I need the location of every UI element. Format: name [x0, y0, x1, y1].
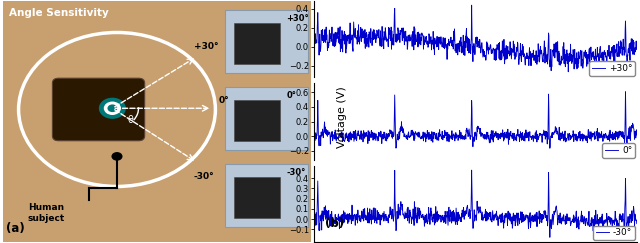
FancyBboxPatch shape: [52, 78, 145, 141]
Circle shape: [108, 104, 117, 112]
Text: θ: θ: [128, 115, 134, 125]
Text: 0°: 0°: [286, 91, 296, 100]
Legend: -30°: -30°: [593, 226, 635, 240]
Text: Angle Sensitivity: Angle Sensitivity: [10, 9, 109, 18]
Legend: +30°: +30°: [589, 61, 635, 76]
Text: Human
subject: Human subject: [28, 203, 65, 223]
Text: -30°: -30°: [194, 172, 214, 181]
Bar: [225, 164, 308, 227]
Bar: [225, 87, 308, 150]
Circle shape: [111, 152, 122, 161]
Text: +30°: +30°: [194, 42, 218, 51]
Text: (b): (b): [325, 217, 344, 230]
Text: +30°: +30°: [286, 14, 309, 23]
Text: 0°: 0°: [218, 96, 229, 105]
Text: (a): (a): [6, 222, 25, 234]
Bar: [234, 23, 280, 64]
Text: -30°: -30°: [286, 168, 305, 177]
Bar: [234, 100, 280, 141]
Legend: 0°: 0°: [602, 143, 635, 158]
Circle shape: [99, 98, 126, 119]
Circle shape: [104, 102, 121, 115]
Text: Voltage (V): Voltage (V): [337, 86, 348, 148]
Bar: [234, 177, 280, 218]
Bar: [225, 10, 308, 73]
